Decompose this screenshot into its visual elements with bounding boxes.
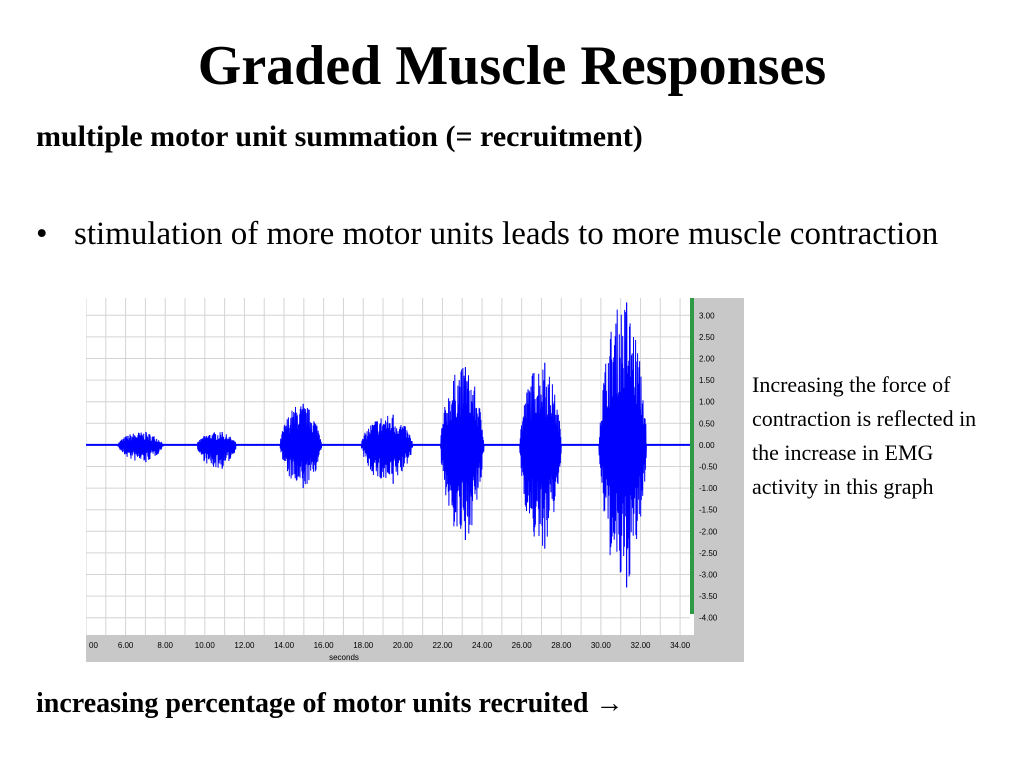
y-tick-label: 0.00 xyxy=(699,441,715,450)
x-tick-label: 16.00 xyxy=(314,641,335,650)
y-tick-label: 2.50 xyxy=(699,333,715,342)
emg-burst xyxy=(519,362,562,549)
y-tick-label: 3.50 xyxy=(699,298,715,299)
y-axis-panel xyxy=(694,298,744,662)
emg-burst-trace xyxy=(196,432,237,468)
x-tick-label: 26.00 xyxy=(512,641,533,650)
x-tick-label: 6.00 xyxy=(118,641,134,650)
x-tick-label: 20.00 xyxy=(393,641,414,650)
emg-burst xyxy=(196,431,237,469)
emg-burst xyxy=(117,431,164,463)
x-tick-labels: 00 6.00 8.00 10.00 12.00 14.00 16.00 18.00 20.00… xyxy=(89,641,691,650)
slide-subtitle: multiple motor unit summation (= recruit… xyxy=(36,120,643,153)
side-note: Increasing the force of contraction is r… xyxy=(752,372,977,499)
y-tick-label: 1.00 xyxy=(699,398,715,407)
x-tick-label: 24.00 xyxy=(472,641,493,650)
grid-lines xyxy=(86,298,690,635)
y-tick-label: -4.00 xyxy=(699,614,718,623)
y-tick-label: -0.50 xyxy=(699,463,718,472)
bullet-text: stimulation of more motor units leads to… xyxy=(74,216,939,252)
x-tick-label: 00 xyxy=(89,641,98,650)
x-tick-label: 12.00 xyxy=(234,641,255,650)
y-tick-label: 2.00 xyxy=(699,354,715,363)
y-tick-label: -3.50 xyxy=(699,592,718,601)
emg-burst xyxy=(598,302,647,588)
y-tick-label: 1.50 xyxy=(699,376,715,385)
x-tick-label: 14.00 xyxy=(274,641,295,650)
y-tick-labels: 3.50 3.00 2.50 2.00 1.50 1.00 0.50 0.00 -0.50 -1.… xyxy=(699,298,718,623)
emg-trace xyxy=(86,302,690,588)
x-axis-label: seconds xyxy=(329,653,359,662)
bullet-mark: • xyxy=(36,216,48,252)
y-tick-label: 3.00 xyxy=(699,311,715,320)
y-tick-label: -1.00 xyxy=(699,484,718,493)
x-axis-panel xyxy=(86,635,694,662)
x-tick-label: 32.00 xyxy=(630,641,651,650)
emg-burst-trace xyxy=(440,367,485,534)
emg-burst xyxy=(360,414,414,484)
y-tick-label: -1.50 xyxy=(699,506,718,515)
emg-burst-trace xyxy=(598,309,647,577)
emg-burst xyxy=(279,403,323,489)
x-tick-label: 34.00 xyxy=(670,641,691,650)
bullet-point: • stimulation of more motor units leads … xyxy=(36,214,956,254)
x-tick-label: 30.00 xyxy=(591,641,612,650)
y-tick-label: -2.00 xyxy=(699,527,718,536)
x-tick-label: 18.00 xyxy=(353,641,374,650)
x-tick-label: 8.00 xyxy=(157,641,173,650)
x-tick-label: 22.00 xyxy=(432,641,453,650)
emg-burst-trace xyxy=(519,369,562,546)
emg-burst-trace xyxy=(279,406,323,485)
x-tick-label: 10.00 xyxy=(195,641,216,650)
emg-chart: 3.50 3.00 2.50 2.00 1.50 1.00 0.50 0.00 -0.50 -1.… xyxy=(86,298,744,662)
x-tick-label: 28.00 xyxy=(551,641,572,650)
y-tick-label: 0.50 xyxy=(699,419,715,428)
emg-burst-trace xyxy=(117,432,164,461)
footer-caption: increasing percentage of motor units rec… xyxy=(36,688,624,719)
emg-burst xyxy=(440,367,485,540)
emg-burst-trace xyxy=(360,415,414,479)
green-marker-bar xyxy=(690,298,694,614)
y-tick-label: -2.50 xyxy=(699,549,718,558)
slide-title: Graded Muscle Responses xyxy=(197,35,827,97)
y-tick-label: -3.00 xyxy=(699,571,718,580)
